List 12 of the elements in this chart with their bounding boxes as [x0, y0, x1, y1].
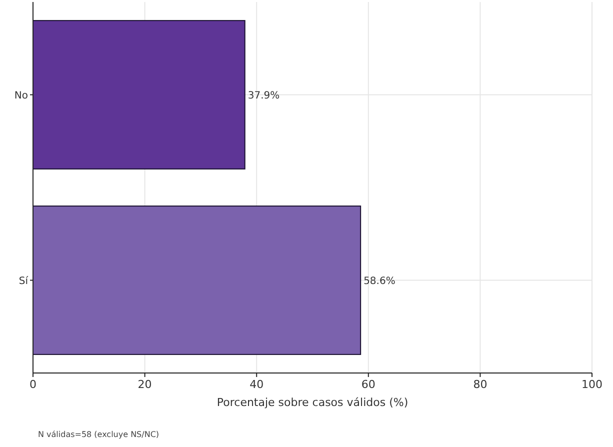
- y-tick-label: No: [14, 90, 28, 102]
- x-tick-label: 40: [250, 378, 264, 391]
- x-tick-label: 100: [582, 378, 602, 391]
- data-label: 37.9%: [248, 90, 280, 102]
- data-label: 58.6%: [364, 276, 396, 287]
- x-tick-label: 60: [361, 378, 376, 391]
- x-tick-label: 0: [30, 378, 36, 391]
- y-tick-label: Sí: [18, 276, 30, 287]
- x-tick-label: 20: [138, 378, 152, 391]
- x-axis-title: Porcentaje sobre casos válidos (%): [216, 396, 408, 409]
- text: N válidas=58 (excluye NS/NC): [38, 430, 160, 439]
- x-tick-label: 80: [473, 378, 488, 391]
